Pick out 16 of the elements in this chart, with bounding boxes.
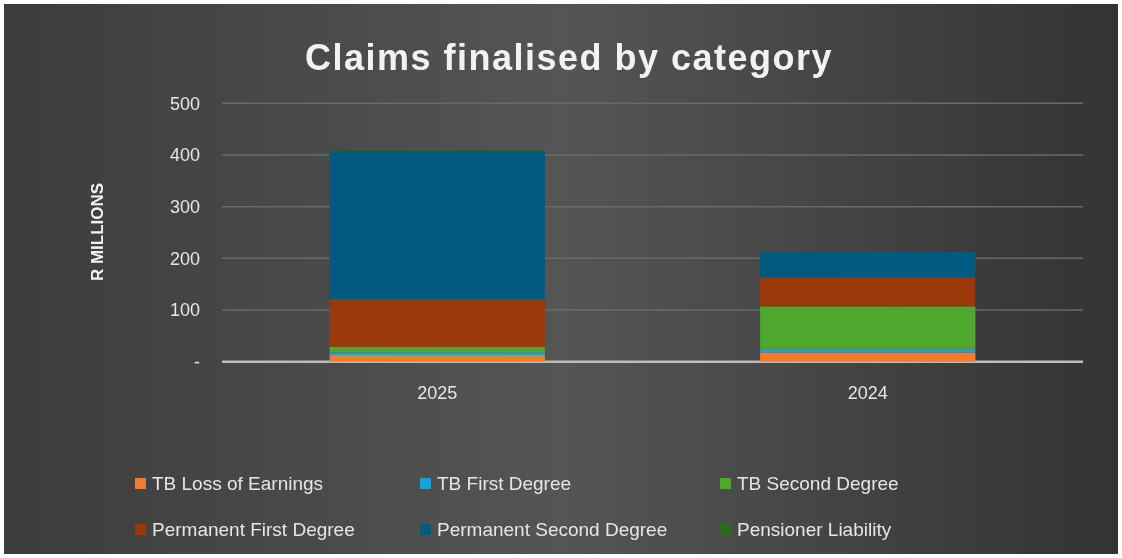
y-tick-label: 300 xyxy=(169,196,200,217)
y-tick-label: - xyxy=(194,351,200,372)
legend-label: TB Second Degree xyxy=(737,473,899,494)
x-tick-label: 2024 xyxy=(847,383,888,404)
x-tick-label: 2025 xyxy=(417,383,458,404)
y-tick-label: 500 xyxy=(169,93,200,114)
legend-label: TB Loss of Earnings xyxy=(152,473,324,494)
y-axis-title: R MILLIONS xyxy=(88,182,107,282)
y-tick-label: 400 xyxy=(169,145,200,166)
y-tick-label: 100 xyxy=(169,300,200,321)
y-tick-label: 200 xyxy=(169,248,200,269)
legend-label: Permanent First Degree xyxy=(152,519,355,540)
legend-label: Permanent Second Degree xyxy=(437,519,668,540)
legend-label: Pensioner Liability xyxy=(737,519,892,540)
chart-title: Claims finalised by category xyxy=(304,37,834,78)
legend-label: TB First Degree xyxy=(437,473,572,494)
